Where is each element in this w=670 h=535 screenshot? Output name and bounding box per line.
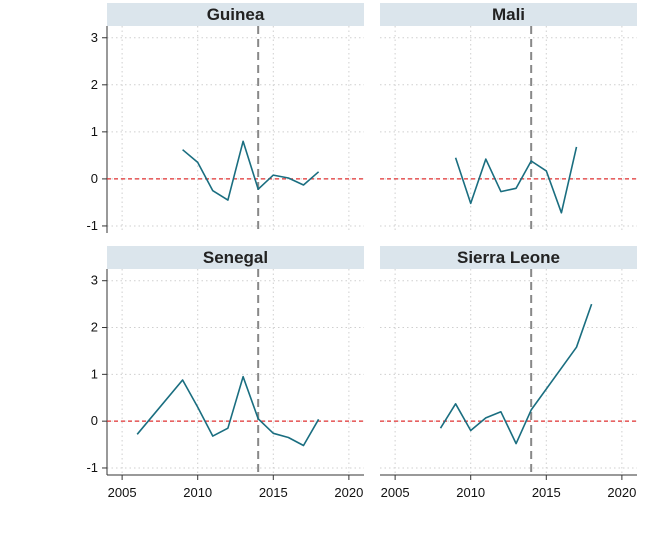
data-point	[318, 418, 320, 420]
x-tick-label: 2010	[456, 485, 485, 500]
data-point	[303, 184, 305, 186]
y-tick-label: 3	[91, 30, 98, 45]
data-point	[182, 149, 184, 151]
data-point	[576, 346, 578, 348]
data-point	[515, 443, 517, 445]
panel-title: Senegal	[203, 248, 268, 267]
data-point	[500, 411, 502, 413]
data-point	[545, 170, 547, 172]
data-point	[591, 303, 593, 305]
data-point	[197, 161, 199, 163]
data-point	[287, 177, 289, 179]
y-tick-label: -1	[86, 460, 98, 475]
data-point	[197, 406, 199, 408]
data-point	[318, 171, 320, 173]
panel-title: Mali	[492, 5, 525, 24]
y-tick-label: 2	[91, 77, 98, 92]
panel-title-strip	[107, 3, 364, 26]
data-point	[500, 191, 502, 193]
data-point	[227, 427, 229, 429]
y-tick-label: 0	[91, 413, 98, 428]
data-point	[272, 174, 274, 176]
data-point	[560, 212, 562, 214]
data-point	[257, 418, 259, 420]
y-tick-label: -1	[86, 218, 98, 233]
x-tick-label: 2015	[532, 485, 561, 500]
data-point	[485, 158, 487, 160]
data-point	[212, 435, 214, 437]
data-point	[303, 445, 305, 447]
data-point	[455, 403, 457, 405]
x-tick-label: 2010	[183, 485, 212, 500]
data-point	[287, 437, 289, 439]
data-point	[242, 140, 244, 142]
data-point	[136, 433, 138, 435]
data-point	[470, 430, 472, 432]
y-tick-label: 2	[91, 320, 98, 335]
panel-title-strip	[380, 246, 637, 269]
panel-title-strip	[380, 3, 637, 26]
y-tick-label: 1	[91, 124, 98, 139]
data-point	[257, 188, 259, 190]
data-point	[212, 190, 214, 192]
series-line	[439, 303, 593, 445]
data-point	[182, 379, 184, 381]
panel-title: Sierra Leone	[457, 248, 560, 267]
x-tick-label: 2015	[259, 485, 288, 500]
y-tick-label: 3	[91, 273, 98, 288]
y-tick-label: 1	[91, 366, 98, 381]
y-tick-label: 0	[91, 171, 98, 186]
panel-title-strip	[107, 246, 364, 269]
data-point	[455, 157, 457, 159]
x-tick-label: 2020	[334, 485, 363, 500]
data-point	[227, 199, 229, 201]
data-point	[439, 427, 441, 429]
series-line	[182, 140, 320, 201]
panel-title: Guinea	[207, 5, 265, 24]
x-tick-label: 2005	[108, 485, 137, 500]
data-point	[515, 187, 517, 189]
data-point	[272, 432, 274, 434]
x-tick-label: 2005	[381, 485, 410, 500]
data-point	[530, 160, 532, 162]
data-point	[242, 376, 244, 378]
series-line	[136, 375, 320, 447]
data-point	[470, 202, 472, 204]
x-tick-label: 2020	[607, 485, 636, 500]
data-point	[576, 146, 578, 148]
series-line	[454, 146, 578, 214]
data-point	[485, 417, 487, 419]
data-point	[530, 409, 532, 411]
